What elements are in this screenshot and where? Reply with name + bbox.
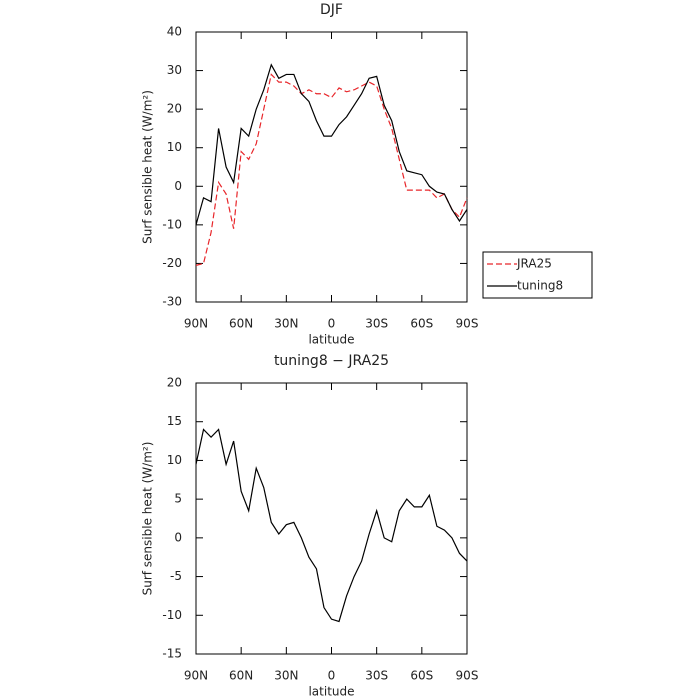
legend-label: JRA25 [516, 257, 552, 271]
y-tick-label: 10 [167, 453, 182, 467]
x-tick-label: 60S [410, 317, 433, 331]
y-axis-label: Surf sensible heat (W/m²) [141, 442, 155, 596]
y-tick-label: 20 [167, 376, 182, 390]
x-tick-label: 0 [328, 669, 336, 683]
x-tick-label: 30N [274, 669, 298, 683]
y-tick-label: 0 [174, 530, 182, 544]
data-line [195, 73, 468, 266]
y-tick-label: 5 [174, 492, 182, 506]
plot-frame [195, 31, 468, 303]
data-line [195, 428, 468, 623]
legend-box [482, 251, 593, 299]
data-line [195, 63, 468, 226]
x-tick-label: 90N [184, 317, 208, 331]
y-tick-label: -10 [162, 217, 182, 231]
x-axis-label: latitude [308, 333, 354, 347]
y-tick-label: -15 [162, 647, 182, 661]
y-tick-label: -20 [162, 256, 182, 270]
x-tick-label: 30N [274, 317, 298, 331]
x-axis-label: latitude [308, 685, 354, 699]
x-tick-label: 30S [365, 317, 388, 331]
x-tick-label: 0 [328, 317, 336, 331]
y-tick-label: 0 [174, 179, 182, 193]
y-tick-label: -10 [162, 608, 182, 622]
x-tick-label: 60N [229, 669, 253, 683]
y-tick-label: 20 [167, 102, 182, 116]
y-tick-label: 40 [167, 25, 182, 39]
x-tick-label: 30S [365, 669, 388, 683]
y-tick-label: 15 [167, 414, 182, 428]
x-tick-label: 90S [456, 317, 479, 331]
chart-title: tuning8 − JRA25 [274, 353, 389, 369]
x-tick-label: 90S [456, 669, 479, 683]
y-tick-label: 30 [167, 63, 182, 77]
y-tick-label: 10 [167, 140, 182, 154]
chart-title: DJF [320, 2, 343, 18]
x-tick-label: 90N [184, 669, 208, 683]
y-tick-label: -30 [162, 295, 182, 309]
y-tick-label: -5 [170, 569, 182, 583]
plot-frame [195, 382, 468, 655]
legend-label: tuning8 [517, 279, 563, 293]
x-tick-label: 60N [229, 317, 253, 331]
x-tick-label: 60S [410, 669, 433, 683]
y-axis-label: Surf sensible heat (W/m²) [141, 90, 155, 244]
